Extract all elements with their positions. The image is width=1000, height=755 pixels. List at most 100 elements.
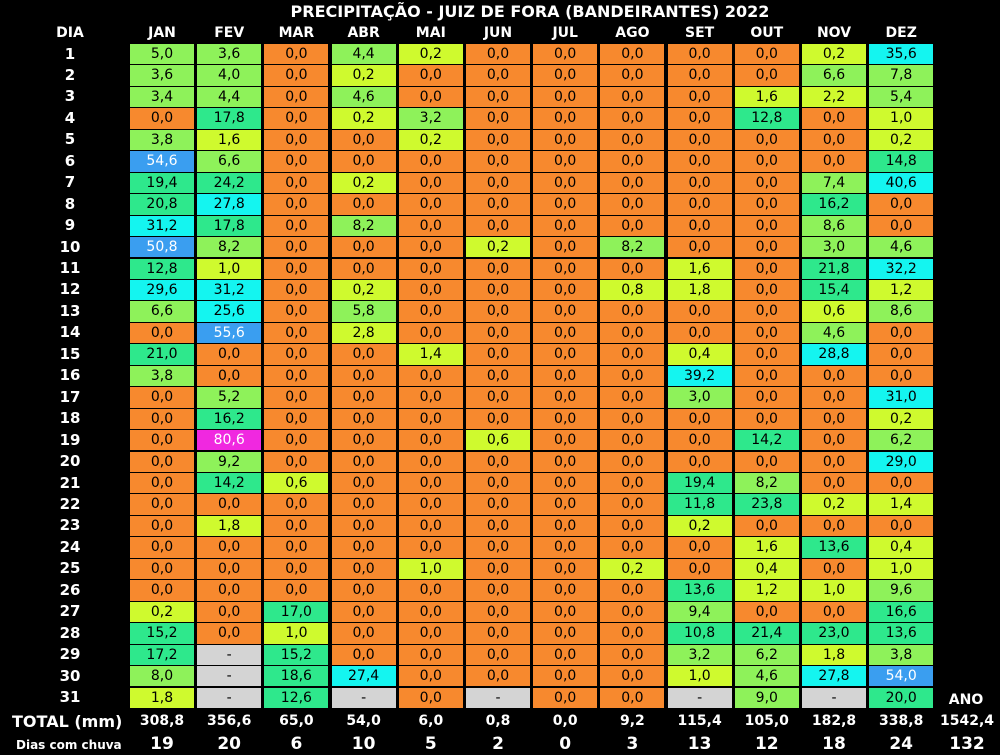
precip-cell: 0,0 [130, 108, 194, 129]
precip-cell: 8,2 [331, 215, 396, 236]
precip-cell: 0,0 [869, 322, 934, 344]
precip-cell: 0,0 [869, 215, 934, 236]
precip-cell: 0,0 [533, 322, 598, 344]
precip-cell: 0,2 [600, 558, 665, 580]
precip-cell: 1,2 [734, 580, 799, 601]
precip-cell: 27,8 [197, 194, 262, 215]
precip-cell: 0,0 [466, 580, 530, 601]
year-total: 1542,4 [939, 713, 995, 729]
precip-cell: 0,0 [600, 580, 665, 601]
precip-cell: 12,8 [130, 258, 194, 279]
month-rainy-days: 6 [290, 734, 303, 754]
day-label: 14 [59, 323, 81, 342]
precip-cell: 0,0 [667, 408, 732, 430]
precip-cell: 0,0 [331, 430, 396, 451]
precip-cell: 40,6 [869, 172, 934, 194]
precip-cell: 0,0 [533, 387, 598, 408]
precip-cell: 0,0 [264, 537, 329, 558]
precip-cell: 0,4 [869, 537, 934, 558]
precip-cell: 3,8 [130, 365, 194, 387]
precip-cell: 0,0 [600, 322, 665, 344]
precip-cell: 0,0 [466, 108, 530, 129]
month-rainy-days: 3 [626, 734, 639, 754]
precip-cell: 0,0 [734, 151, 799, 172]
precip-cell: 0,0 [667, 65, 732, 86]
precip-cell: 0,0 [264, 65, 329, 86]
precip-cell: 8,6 [802, 215, 866, 236]
precip-cell: 0,0 [667, 108, 732, 129]
precip-cell: 3,0 [667, 387, 732, 408]
precip-cell: 0,0 [734, 344, 799, 365]
precip-cell: - [197, 644, 262, 665]
precip-cell: 0,0 [331, 515, 396, 537]
precip-cell: 9,6 [869, 580, 934, 601]
precip-cell: 0,0 [331, 451, 396, 472]
precip-cell: 0,0 [869, 344, 934, 365]
precip-cell: 0,0 [667, 237, 732, 258]
precip-cell: 0,0 [600, 86, 665, 108]
precip-cell: 1,0 [264, 623, 329, 644]
precip-cell: 3,0 [802, 237, 866, 258]
precip-cell: 0,0 [466, 301, 530, 322]
day-label: 13 [59, 301, 81, 320]
precip-cell: 0,0 [802, 515, 866, 537]
precip-cell: 0,0 [533, 430, 598, 451]
precip-cell: 32,2 [869, 258, 934, 279]
month-rainy-days: 10 [351, 734, 376, 754]
precip-cell: 0,0 [398, 151, 463, 172]
precip-cell: 0,0 [600, 644, 665, 665]
precip-cell: 0,0 [264, 86, 329, 108]
precip-cell: 0,0 [600, 537, 665, 558]
month-total: 182,8 [811, 713, 857, 729]
precip-cell: 6,6 [197, 151, 262, 172]
precip-cell: 5,4 [869, 86, 934, 108]
precip-cell: 0,0 [331, 344, 396, 365]
precip-cell: 4,6 [331, 86, 396, 108]
precip-cell: 0,0 [264, 237, 329, 258]
precip-cell: 0,0 [466, 258, 530, 279]
precip-cell: 80,6 [197, 430, 262, 451]
precip-cell: 8,0 [130, 666, 194, 687]
precip-cell: 15,4 [802, 279, 866, 301]
precip-cell: 0,0 [197, 580, 262, 601]
precip-cell: 1,6 [734, 537, 799, 558]
precip-cell: 0,0 [197, 537, 262, 558]
precip-cell: 4,0 [197, 65, 262, 86]
precip-cell: 0,0 [466, 44, 530, 65]
precip-cell: 0,0 [600, 151, 665, 172]
precip-cell: - [667, 687, 732, 708]
precip-cell: 1,0 [802, 580, 866, 601]
precip-cell: 55,6 [197, 322, 262, 344]
precip-cell: 21,4 [734, 623, 799, 644]
precip-cell: 11,8 [667, 494, 732, 515]
precip-cell: 0,0 [533, 537, 598, 558]
precip-cell: 8,2 [197, 237, 262, 258]
precip-cell: 14,2 [734, 430, 799, 451]
precip-cell: 0,0 [331, 387, 396, 408]
precip-cell: 0,0 [802, 430, 866, 451]
precip-cell: 0,2 [130, 601, 194, 623]
precip-cell: 1,6 [667, 258, 732, 279]
precip-cell: 0,0 [466, 215, 530, 236]
month-rainy-days: 2 [492, 734, 504, 754]
precip-cell: 9,4 [667, 601, 732, 623]
precip-cell: 0,2 [331, 172, 396, 194]
precip-cell: 0,0 [466, 129, 530, 151]
precip-cell: 1,8 [802, 644, 866, 665]
precip-cell: 0,2 [331, 108, 396, 129]
precip-cell: 54,0 [869, 666, 934, 687]
precip-cell: 0,0 [802, 129, 866, 151]
precip-cell: 0,0 [466, 408, 530, 430]
precip-cell: 0,0 [533, 215, 598, 236]
precip-cell: 50,8 [130, 237, 194, 258]
precip-cell: 12,6 [264, 687, 329, 708]
precip-cell: 0,2 [331, 279, 396, 301]
precip-cell: 0,0 [466, 279, 530, 301]
precip-cell: 0,0 [331, 580, 396, 601]
precip-cell: 0,0 [398, 473, 463, 494]
precip-cell: 0,0 [802, 108, 866, 129]
rainy-days-label: Dias com chuva [16, 738, 122, 752]
precip-cell: 0,0 [466, 666, 530, 687]
precip-cell: 0,0 [398, 580, 463, 601]
precip-cell: 0,0 [197, 365, 262, 387]
